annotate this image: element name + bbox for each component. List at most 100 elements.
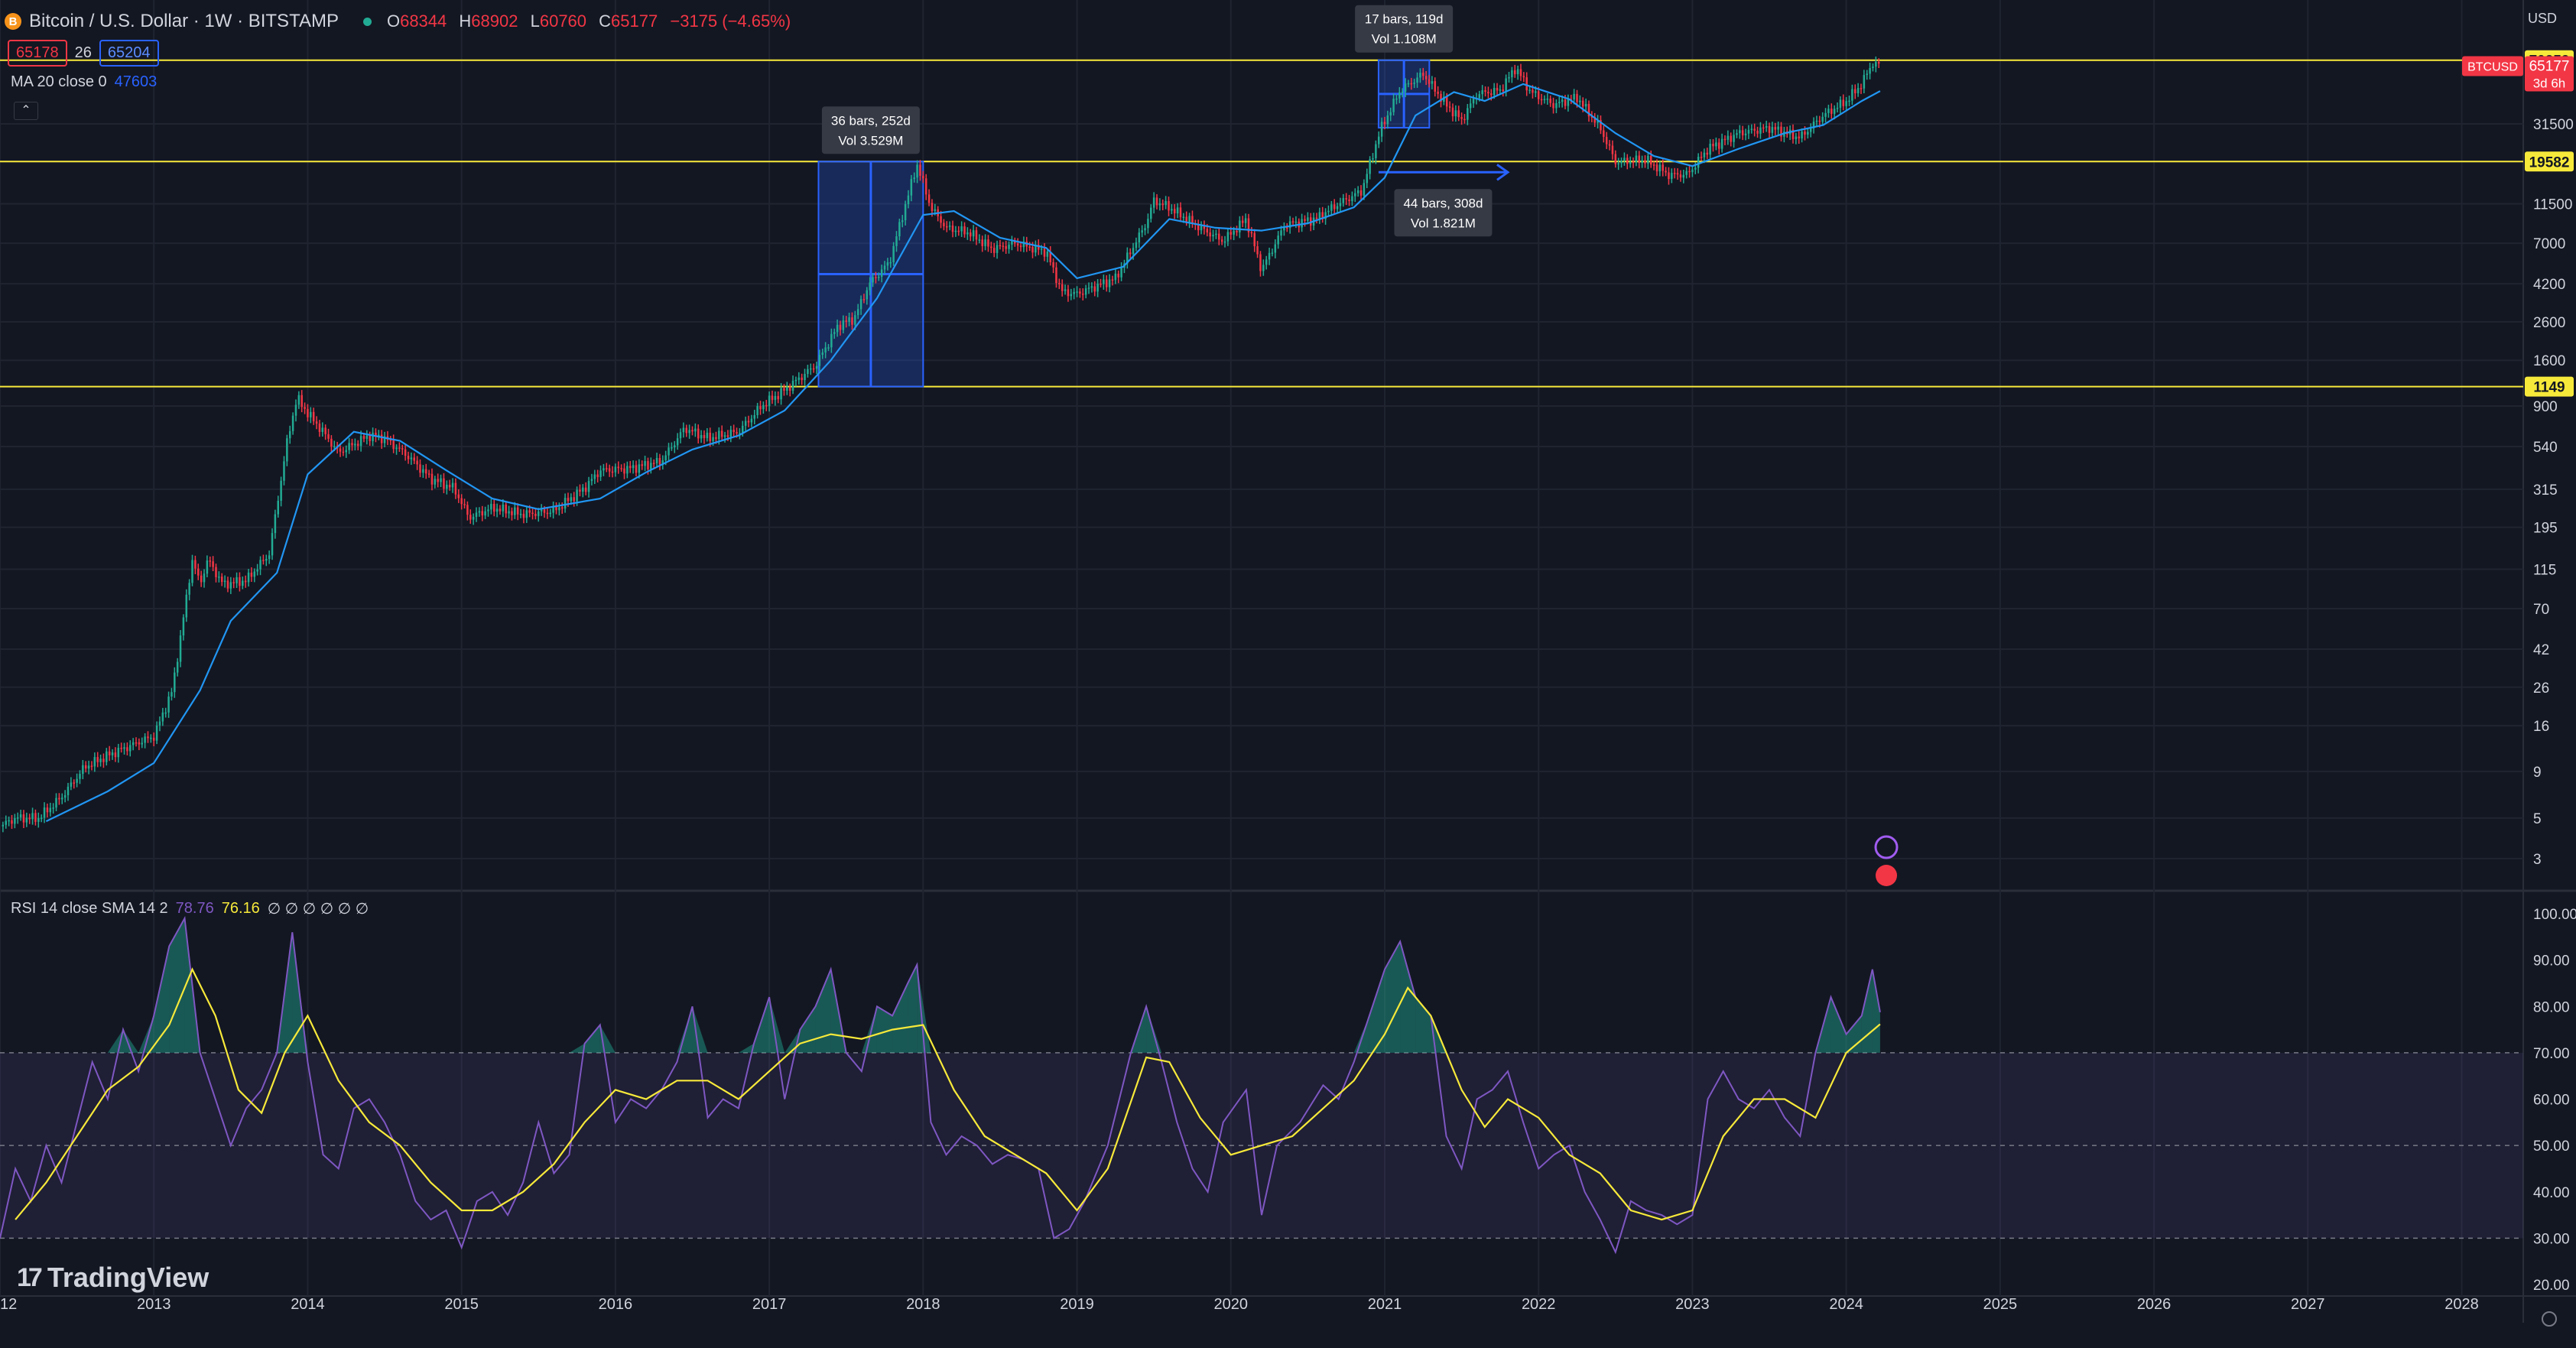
candle-body [1176, 207, 1179, 214]
candle-body [307, 408, 309, 417]
candle-body [1703, 152, 1706, 158]
candle-body [1753, 128, 1756, 131]
candle-body [277, 500, 280, 515]
candle-body [1372, 158, 1374, 160]
candle-body [1138, 232, 1141, 243]
candle-body [1499, 89, 1502, 91]
candle-body [703, 435, 706, 439]
candle-body [1348, 199, 1350, 202]
candle-body [283, 461, 285, 481]
measure-label: 44 bars, 308d [1403, 196, 1483, 210]
candle-body [191, 560, 193, 583]
candle-body [603, 468, 605, 471]
candle-body [1736, 133, 1738, 135]
time-axis-label: 2025 [1983, 1296, 2018, 1313]
candle-body [1804, 132, 1806, 135]
candle-body [1573, 93, 1575, 100]
symbol-title[interactable]: Bitcoin / U.S. Dollar · 1W · BITSTAMP [29, 11, 339, 31]
candle-body [484, 511, 486, 516]
candle-body [430, 473, 434, 485]
candle-body [1555, 102, 1558, 109]
candle-body [924, 178, 927, 195]
candle-body [1076, 291, 1078, 293]
candle-body [182, 617, 185, 636]
candle-body [250, 572, 253, 577]
candle-body [1220, 239, 1223, 242]
candle-body [975, 230, 978, 240]
candle-body [378, 434, 380, 437]
candle-body [1712, 143, 1714, 147]
candle-body [312, 411, 315, 422]
candle-body [709, 432, 711, 441]
candle-body [1144, 228, 1146, 231]
candle-body [194, 560, 197, 569]
candle-body [1853, 89, 1856, 94]
candle-body [587, 481, 590, 492]
sell-price-button[interactable]: 65178 [8, 40, 67, 67]
candle-body [726, 435, 729, 437]
candle-body [1244, 218, 1247, 223]
candle-body [197, 568, 200, 576]
candle-body [676, 438, 679, 446]
candle-body [1398, 92, 1401, 99]
candle-body [333, 446, 336, 447]
candle-body [614, 466, 617, 473]
ma-legend[interactable]: MA 20 close 0 47603 [11, 73, 157, 91]
candle-body [1508, 76, 1510, 79]
ma-line [45, 83, 1881, 823]
candle-body [1720, 138, 1723, 149]
candle-body [1141, 230, 1143, 233]
buy-price-button[interactable]: 65204 [99, 40, 159, 67]
candle-body [821, 352, 824, 356]
candle-body [1126, 252, 1129, 264]
candle-body [1046, 251, 1049, 257]
candle-body [114, 752, 117, 758]
candle-body [1375, 144, 1377, 159]
candle-body [1558, 102, 1561, 103]
candle-body [1647, 155, 1649, 164]
candle-body [560, 507, 564, 509]
candle-body [90, 765, 93, 767]
candle-body [700, 435, 703, 439]
candle-body [25, 817, 28, 823]
currency-label[interactable]: USD [2528, 11, 2558, 26]
candle-body [1345, 198, 1347, 200]
candle-body [1549, 98, 1551, 103]
candle-body [538, 511, 540, 516]
market-open-icon [362, 17, 372, 26]
candle-body [63, 795, 67, 798]
candle-body [1513, 70, 1516, 75]
candle-body [1824, 112, 1827, 117]
candle-body [990, 246, 992, 248]
candle-body [1662, 164, 1664, 171]
rsi-value: 78.76 [175, 900, 214, 917]
chevron-up-icon[interactable]: ⌃ [14, 102, 38, 120]
candle-body [807, 369, 809, 375]
candle-body [1079, 291, 1081, 294]
candle-body [1191, 216, 1194, 224]
candle-body [1502, 89, 1505, 92]
candle-body [1611, 145, 1614, 154]
measure-volume: Vol 1.108M [1372, 32, 1437, 47]
candle-body [650, 463, 652, 469]
rsi-overbought-fill [569, 1043, 585, 1053]
candle-body [1185, 216, 1187, 223]
candle-body [1256, 246, 1259, 255]
candle-body [1827, 109, 1830, 113]
rsi-legend[interactable]: RSI 14 close SMA 14 2 78.76 76.16 ∅ ∅ ∅ … [11, 899, 369, 918]
candle-body [1132, 248, 1135, 255]
candle-body [744, 421, 747, 426]
rsi-overbought-fill [1146, 1006, 1162, 1053]
candle-body [342, 451, 345, 453]
candle-body [668, 447, 670, 456]
candle-body [478, 511, 481, 513]
candle-body [969, 232, 972, 237]
candle-body [244, 580, 247, 583]
candle-body [505, 504, 507, 514]
time-axis-label: 2028 [2444, 1296, 2479, 1313]
candle-body [1717, 142, 1720, 149]
candle-body [916, 164, 918, 178]
gear-icon [2542, 1311, 2557, 1327]
candle-body [11, 820, 13, 824]
